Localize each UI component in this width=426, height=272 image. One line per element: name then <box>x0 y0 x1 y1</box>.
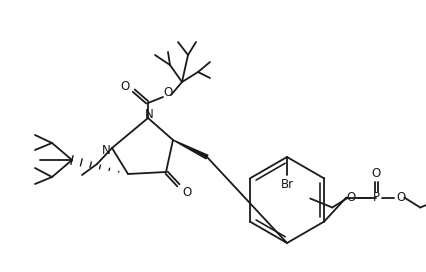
Text: O: O <box>397 191 406 204</box>
Text: Br: Br <box>280 178 294 191</box>
Polygon shape <box>173 140 208 159</box>
Text: N: N <box>144 107 153 120</box>
Text: O: O <box>164 85 173 98</box>
Text: O: O <box>182 187 192 199</box>
Text: O: O <box>347 191 356 204</box>
Text: O: O <box>121 81 130 94</box>
Text: O: O <box>371 167 381 180</box>
Text: N: N <box>102 144 110 156</box>
Text: P: P <box>373 191 380 204</box>
